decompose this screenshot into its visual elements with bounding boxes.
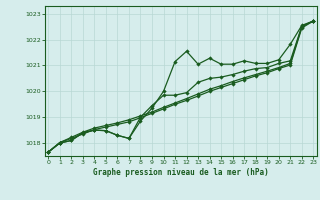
- X-axis label: Graphe pression niveau de la mer (hPa): Graphe pression niveau de la mer (hPa): [93, 168, 269, 177]
